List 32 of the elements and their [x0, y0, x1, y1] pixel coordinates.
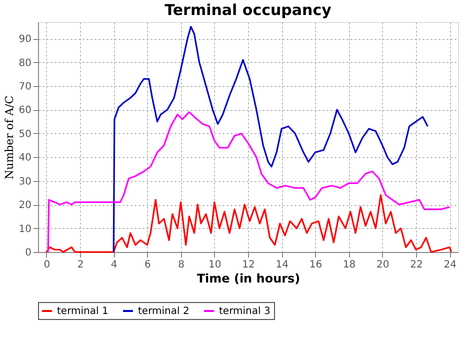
- x-tick-label: 2: [77, 260, 84, 270]
- x-axis-title: Time (in hours): [196, 272, 300, 286]
- x-tick-label: 4: [110, 260, 118, 270]
- x-tick-label: 8: [178, 260, 184, 270]
- line-series: [112, 26, 429, 253]
- chart-title: Terminal occupancy: [164, 1, 332, 19]
- y-tick-label: 50: [18, 128, 32, 140]
- x-tick-label: 6: [144, 260, 151, 270]
- y-tick-label: 70: [18, 82, 32, 93]
- y-tick-label: 90: [18, 34, 32, 46]
- x-tick-label: 24: [444, 260, 456, 270]
- x-tick-label: 12: [242, 260, 255, 270]
- x-tick-label: 0: [44, 260, 50, 270]
- x-tick-label: 18: [342, 260, 356, 270]
- x-tick-label: 10: [208, 260, 222, 270]
- y-tick-label: 80: [18, 58, 32, 69]
- legend-label: terminal 2: [138, 306, 190, 317]
- y-axis-title: Number of A/C: [2, 96, 16, 180]
- line-series: [47, 111, 450, 253]
- y-tick-label: 60: [18, 105, 32, 116]
- y-tick-label: 0: [25, 248, 32, 258]
- y-tick-label: 30: [18, 176, 32, 188]
- y-tick-label: 10: [18, 224, 32, 235]
- x-tick-label: 14: [276, 260, 288, 270]
- legend-label: terminal 1: [57, 306, 108, 317]
- x-tick-label: 16: [309, 260, 322, 270]
- y-tick-label: 40: [18, 152, 32, 164]
- x-tick-label: 20: [376, 260, 390, 270]
- legend-label: terminal 3: [219, 306, 270, 317]
- line-series: [46, 194, 452, 253]
- x-tick-label: 22: [410, 260, 423, 270]
- y-tick-label: 20: [18, 200, 32, 212]
